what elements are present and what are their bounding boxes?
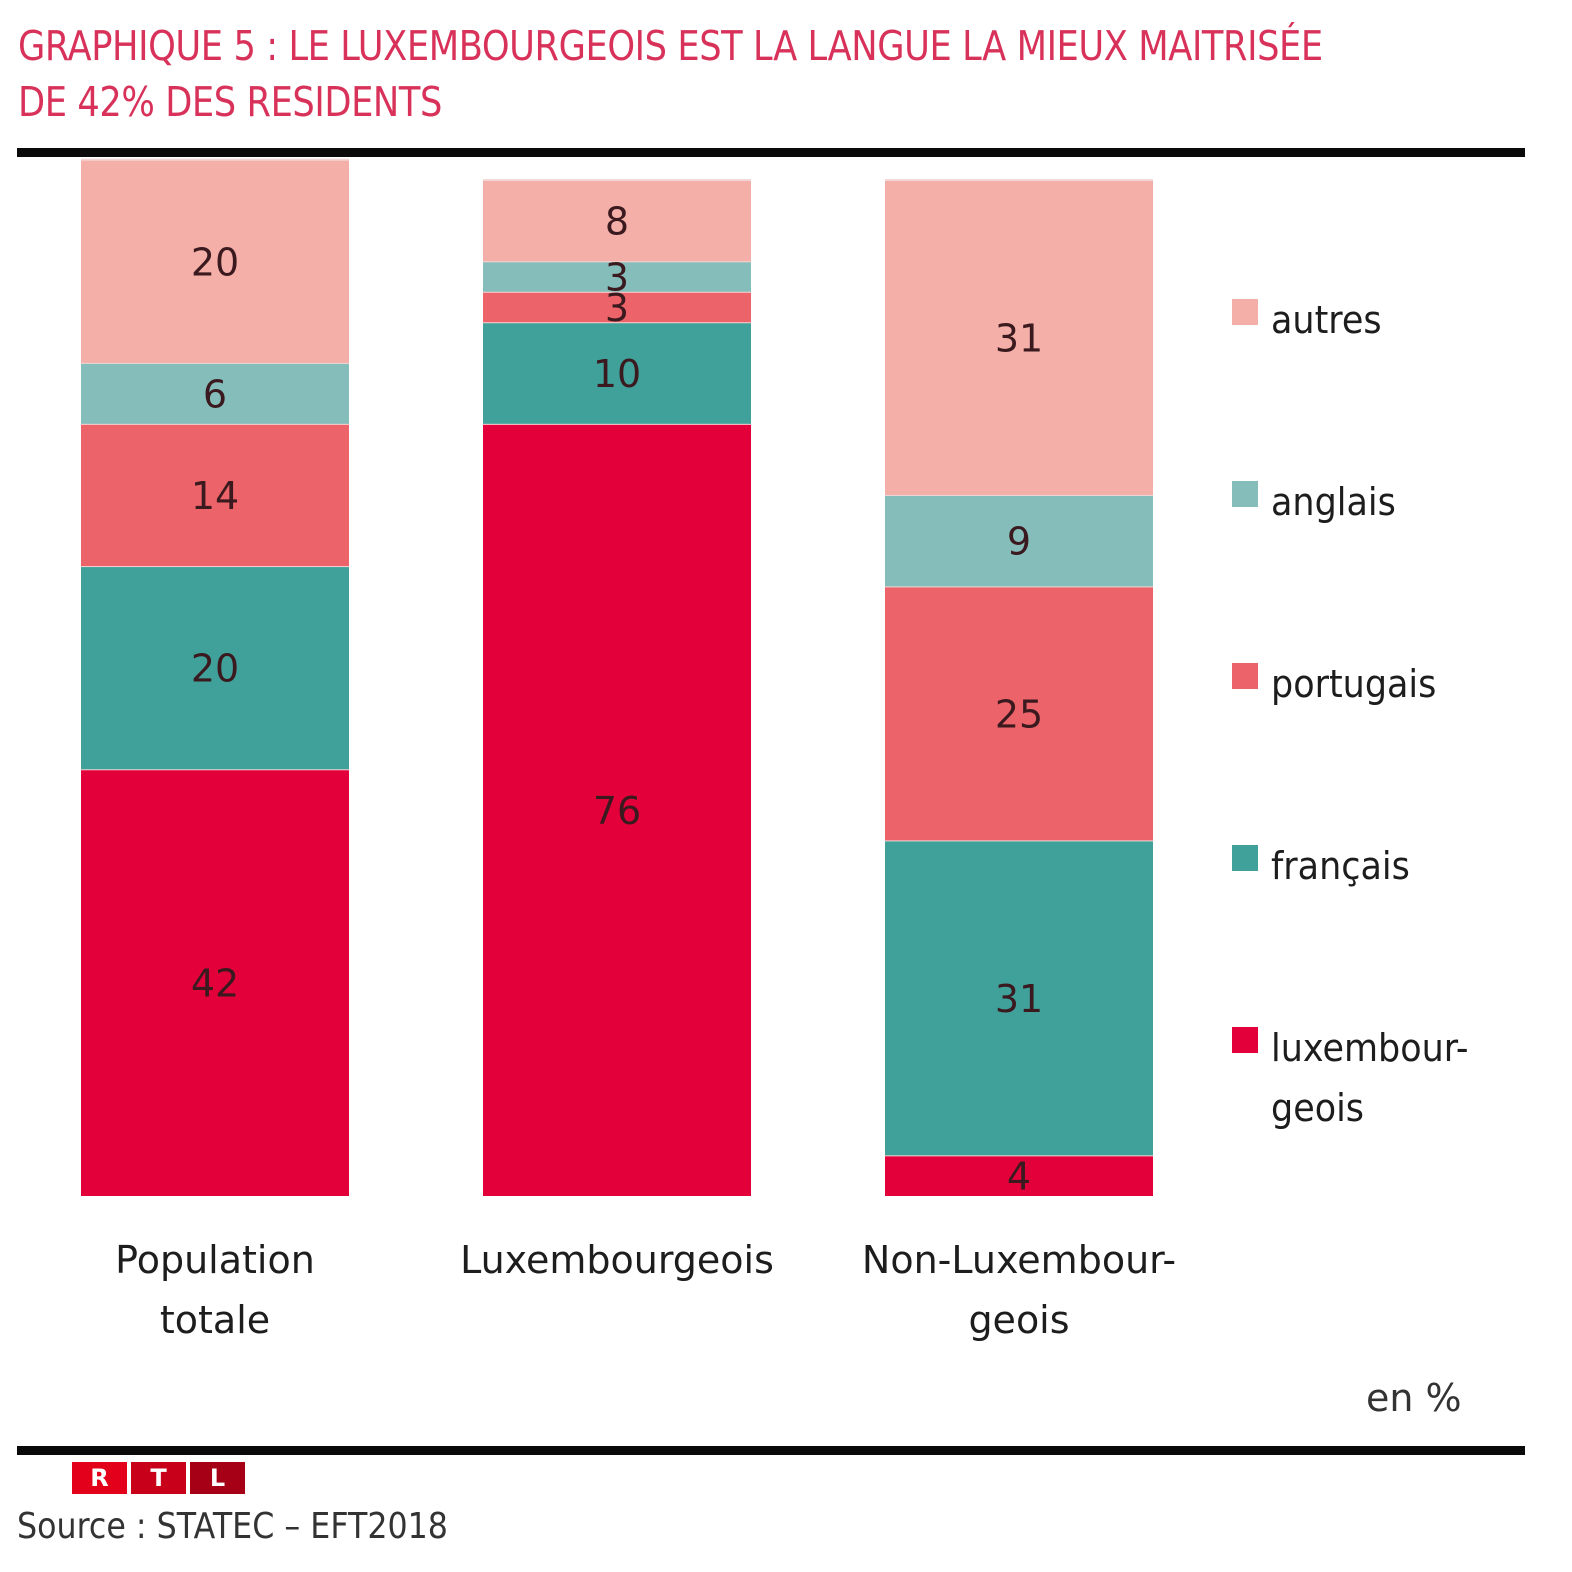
bar-segment-portugais xyxy=(885,586,1153,841)
bar-segment-anglais xyxy=(81,362,349,424)
segment-divider xyxy=(885,179,1153,181)
legend-item-anglais: anglais xyxy=(1232,472,1511,532)
bar-segment-autres xyxy=(483,180,751,262)
legend-swatch-icon xyxy=(1232,663,1258,689)
data-label-portugais: 3 xyxy=(605,286,629,330)
data-label-francais: 31 xyxy=(995,977,1043,1021)
legend-label: anglais xyxy=(1271,480,1396,524)
legend-item-portugais: portugais xyxy=(1232,654,1511,714)
data-label-portugais: 25 xyxy=(995,692,1043,736)
bar-segment-autres xyxy=(885,180,1153,495)
bar-segment-autres xyxy=(81,159,349,363)
bar-stack-non-luxembour-geois: 4 31 25 9 31 xyxy=(885,179,1153,1199)
legend-label: portugais xyxy=(1271,662,1437,706)
source-note: Source : STATEC – EFT2018 xyxy=(17,1506,448,1547)
data-label-autres: 20 xyxy=(191,240,239,284)
rtl-logo-letter-r: R xyxy=(72,1462,127,1494)
bar-segment-francais xyxy=(81,566,349,770)
chart-title: GRAPHIQUE 5 : LE LUXEMBOURGEOIS EST LA L… xyxy=(18,18,1334,130)
bar-segment-francais xyxy=(483,322,751,424)
top-divider xyxy=(17,148,1525,157)
bar-segment-anglais xyxy=(885,494,1153,587)
bottom-divider xyxy=(17,1446,1525,1455)
category-label-non-luxembour-geois: Non-Luxembour- geois xyxy=(861,1238,1177,1342)
unit-label: en % xyxy=(1366,1376,1462,1420)
legend-swatch-icon xyxy=(1232,845,1258,871)
legend-swatch-icon xyxy=(1232,299,1258,325)
legend-item-francais: français xyxy=(1232,836,1511,896)
legend-label: luxembour- geois xyxy=(1271,1026,1469,1130)
bar-segment-luxembourgeois xyxy=(81,769,349,1196)
data-label-francais: 20 xyxy=(191,647,239,691)
rtl-logo-letter-l: L xyxy=(190,1462,245,1494)
rtl-logo-letter-t: T xyxy=(131,1462,186,1494)
bar-stack-population-totale: 42 20 14 6 20 xyxy=(81,158,349,1196)
bar-stack-luxembourgeois: 76 10 33 8 xyxy=(483,179,751,1197)
legend-item-autres: autres xyxy=(1232,290,1511,350)
data-label-anglais: 6 xyxy=(203,372,227,416)
data-label-francais: 10 xyxy=(593,352,641,396)
segment-divider xyxy=(483,179,751,181)
chart-title-line-2: DE 42% DES RESIDENTS xyxy=(18,78,442,126)
bar-segment-luxembourgeois xyxy=(885,1155,1153,1196)
legend-swatch-icon xyxy=(1232,481,1258,507)
bar-segment-francais xyxy=(885,840,1153,1156)
data-label-luxembourgeois: 4 xyxy=(1007,1155,1031,1199)
bar-segment-luxembourgeois xyxy=(483,423,751,1197)
data-label-anglais: 9 xyxy=(1007,520,1031,564)
category-label-luxembourgeois: Luxembourgeois xyxy=(460,1238,774,1282)
data-label-luxembourgeois: 76 xyxy=(593,789,641,833)
bar-segment-anglais xyxy=(483,261,751,292)
segment-divider xyxy=(81,158,349,161)
bar-segment-portugais xyxy=(483,291,751,323)
legend-item-luxembourgeois: luxembour- geois xyxy=(1232,1018,1511,1138)
legend-label: français xyxy=(1271,844,1410,888)
legend-label: autres xyxy=(1271,298,1382,342)
data-label-portugais: 14 xyxy=(191,474,239,518)
data-label-autres: 8 xyxy=(605,200,629,244)
category-label-population-totale: Population totale xyxy=(115,1238,315,1342)
bar-segment-portugais xyxy=(81,423,349,567)
data-label-anglais: 3 xyxy=(605,256,629,300)
legend-swatch-icon xyxy=(1232,1027,1258,1053)
data-label-luxembourgeois: 42 xyxy=(191,962,239,1006)
data-label-autres: 31 xyxy=(995,316,1043,360)
chart-title-line-1: GRAPHIQUE 5 : LE LUXEMBOURGEOIS EST LA L… xyxy=(18,22,1323,70)
